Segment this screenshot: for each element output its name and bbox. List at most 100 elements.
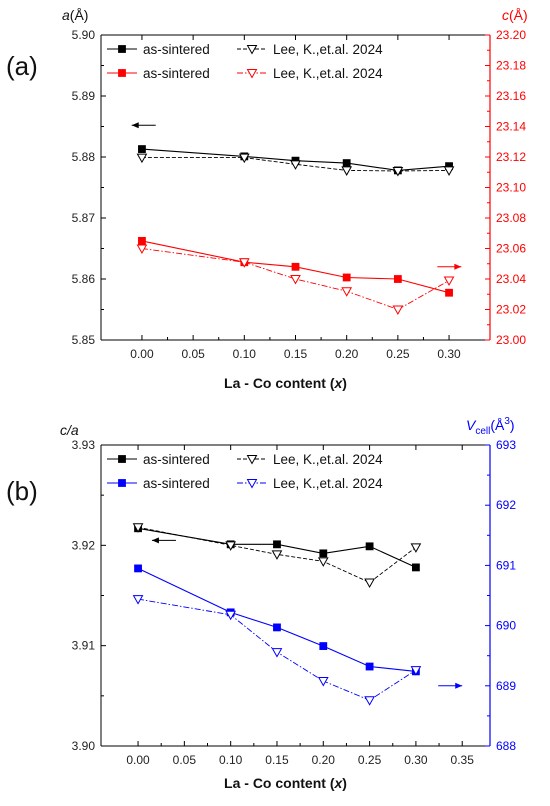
legend-label: Lee, K.,et.al. 2024 [273, 452, 383, 467]
left-y-tick-label: 5.86 [72, 272, 96, 286]
series-1-left-axis [134, 524, 420, 572]
legend-label: Lee, K.,et.al. 2024 [273, 476, 383, 491]
legend-label: Lee, K.,et.al. 2024 [273, 42, 383, 57]
left-y-tick-label: 5.89 [72, 89, 96, 103]
series-line [137, 567, 416, 672]
panel-label: (b) [6, 476, 38, 506]
right-y-tick-label: 693 [496, 438, 516, 452]
data-point [136, 244, 148, 255]
right-y-tick-label: 690 [496, 619, 516, 633]
data-point [410, 543, 422, 553]
data-point [365, 542, 374, 551]
chart-panel-2: 0.00 0.05 0.10 0.15 0.20 0.25 0.30 0.35 3.90 3.91… [6, 416, 516, 791]
x-axis-label: La - Co content (x) [224, 775, 347, 791]
data-point [238, 153, 250, 164]
legend-label: as-sintered [143, 476, 210, 491]
x-tick-label: 0.30 [404, 753, 428, 767]
x-tick-label: 0.00 [130, 347, 154, 361]
data-point [410, 666, 422, 676]
right-y-tick-label: 23.20 [496, 28, 526, 42]
right-y-axis-label: Vcell(Å3) [466, 416, 515, 437]
legend-item: Lee, K.,et.al. 2024 [237, 476, 383, 491]
chart-panel-1: 0.00 0.05 0.10 0.15 0.20 0.25 0.30 5.85 5.86 5.87… [6, 7, 528, 391]
legend-label: as-sintered [143, 452, 210, 467]
left-y-tick-label: 3.93 [72, 438, 96, 452]
left-y-tick-label: 5.85 [72, 333, 96, 347]
data-point [364, 696, 375, 706]
data-point [273, 540, 281, 549]
x-tick-label: 0.00 [126, 753, 150, 767]
data-point [342, 273, 351, 282]
legend: as-sintered Lee, K.,et.al. 2024 as-sintere… [107, 452, 383, 491]
legend-marker [118, 45, 126, 53]
right-y-tick-label: 23.02 [496, 303, 526, 317]
data-point [138, 145, 146, 153]
left-y-tick-label: 3.91 [72, 639, 96, 653]
right-y-tick-label: 23.16 [496, 89, 526, 103]
series-2-left-axis [132, 523, 422, 588]
right-y-tick-label: 692 [496, 498, 516, 512]
series-line [141, 157, 450, 172]
x-axis-label: La - Co content (x) [224, 375, 347, 391]
series-4-right-axis [132, 595, 422, 706]
data-point [443, 276, 455, 287]
panel-label: (a) [6, 51, 38, 81]
data-point [319, 549, 328, 558]
legend-label: Lee, K.,et.al. 2024 [273, 66, 383, 81]
data-point [341, 166, 353, 176]
arrow-head [151, 537, 159, 544]
data-point [225, 610, 237, 621]
series-2-left-axis [136, 153, 455, 177]
legend-item: as-sintered [107, 476, 210, 491]
data-point [445, 288, 453, 297]
right-y-tick-label: 689 [496, 679, 516, 693]
left-axis-arrow [151, 537, 176, 544]
legend-marker [246, 479, 258, 489]
left-y-axis-label: c/a [60, 422, 79, 438]
x-tick-label: 0.25 [358, 753, 382, 767]
legend-item: as-sintered [107, 66, 210, 81]
data-point [273, 623, 281, 632]
data-point [132, 595, 144, 605]
data-point [392, 305, 404, 316]
data-point [412, 563, 420, 572]
series-4-right-axis [136, 244, 455, 316]
right-axis-arrow [438, 682, 463, 689]
right-y-tick-label: 23.14 [496, 120, 526, 134]
legend-item: Lee, K.,et.al. 2024 [237, 452, 383, 467]
legend-label: as-sintered [143, 42, 210, 57]
series-3-right-axis [138, 236, 453, 297]
data-point [317, 676, 329, 687]
right-y-tick-label: 23.04 [496, 272, 526, 286]
arrow-head [454, 263, 462, 270]
right-y-tick-label: 23.12 [496, 150, 526, 164]
legend-marker [246, 69, 258, 79]
legend-item: Lee, K.,et.al. 2024 [237, 42, 383, 57]
arrow-head [131, 122, 139, 129]
series-line [141, 248, 450, 310]
x-tick-label: 0.15 [265, 753, 289, 767]
x-tick-label: 0.10 [219, 753, 243, 767]
series-line [137, 527, 417, 568]
data-point [341, 287, 353, 297]
legend-item: as-sintered [107, 42, 210, 57]
x-tick-label: 0.15 [284, 347, 308, 361]
legend: as-sintered Lee, K.,et.al. 2024 as-sintere… [107, 42, 383, 81]
right-y-axis-label: c(Å) [502, 7, 528, 23]
data-point [138, 236, 146, 245]
right-y-tick-label: 23.06 [496, 242, 526, 256]
legend-marker [118, 69, 126, 77]
legend-marker [118, 479, 126, 487]
legend-item: Lee, K.,et.al. 2024 [237, 66, 383, 81]
legend-marker [246, 45, 258, 55]
left-y-tick-label: 5.87 [72, 211, 96, 225]
data-point [271, 648, 283, 658]
series-line [141, 240, 450, 294]
right-y-tick-label: 23.10 [496, 181, 526, 195]
series-line [141, 148, 450, 171]
legend-marker [246, 455, 258, 465]
data-point [136, 153, 148, 164]
right-y-tick-label: 23.18 [496, 59, 526, 73]
